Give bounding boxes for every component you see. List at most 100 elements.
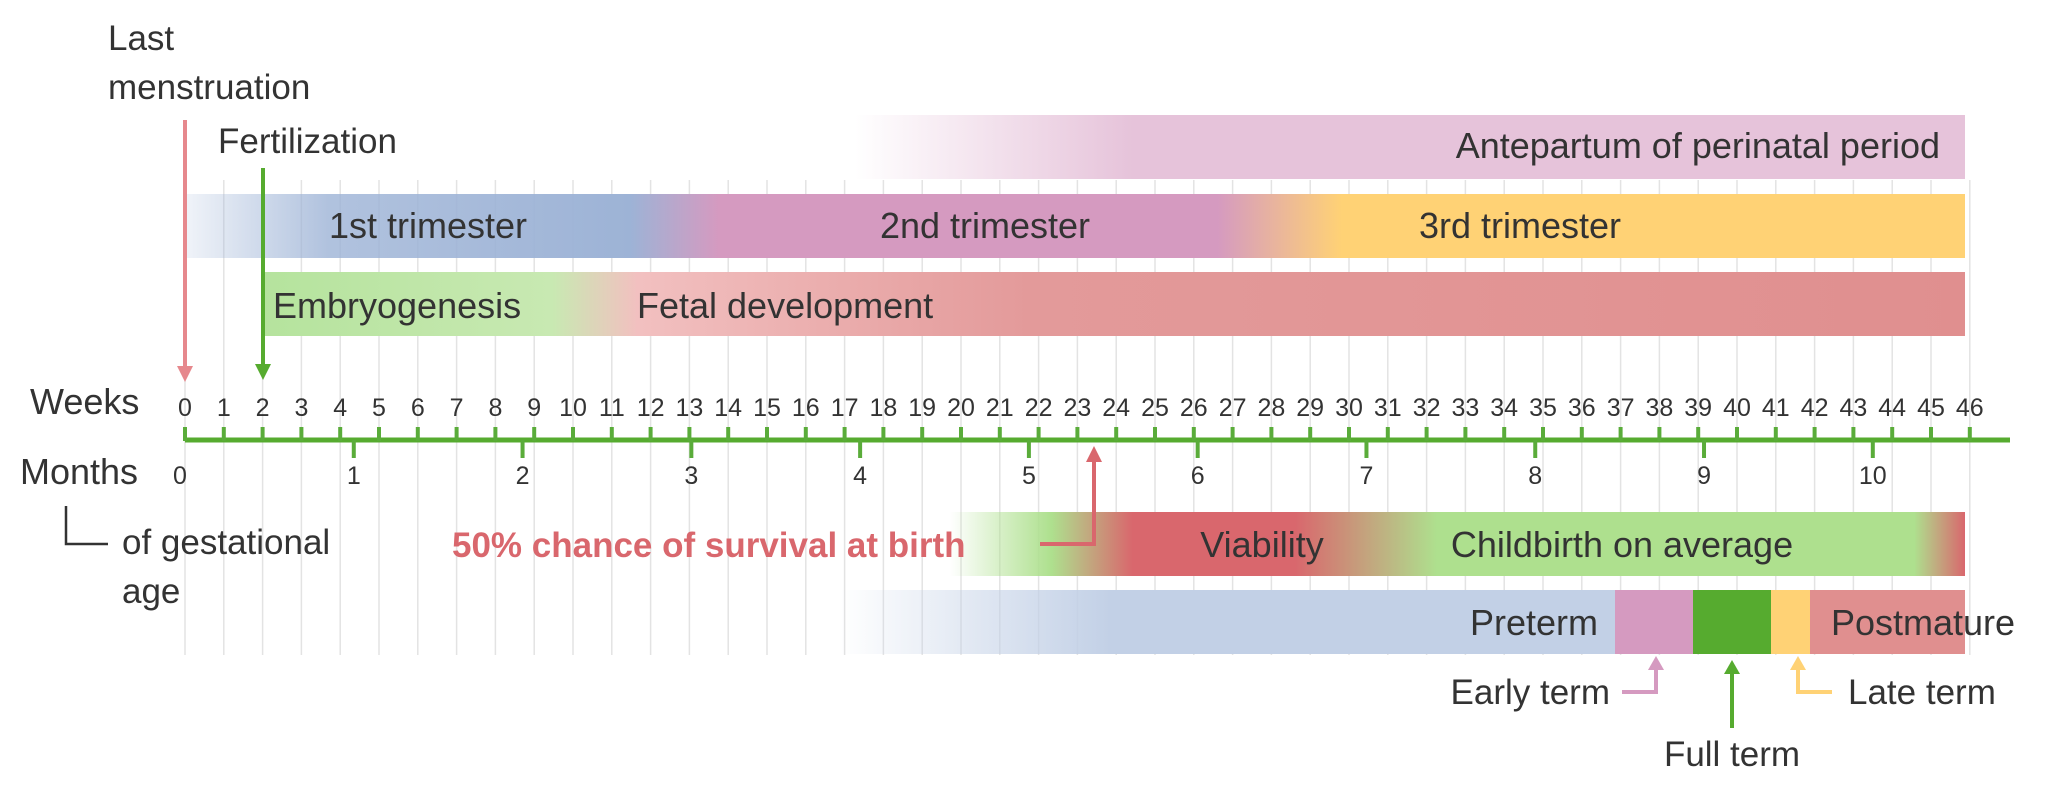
months-axis-label: Months (20, 451, 138, 492)
month-label-3: 3 (684, 462, 698, 490)
week-label-3: 3 (294, 394, 308, 422)
trimester-2-label: 2nd trimester (880, 205, 1090, 246)
week-label-41: 41 (1762, 394, 1790, 422)
fetal-development-label: Fetal development (637, 285, 933, 326)
fertilization-arrow (255, 168, 271, 380)
week-label-4: 4 (333, 394, 347, 422)
month-label-8: 8 (1528, 462, 1542, 490)
week-label-17: 17 (831, 394, 859, 422)
month-tick-labels: 0 1 2 3 4 5 6 7 8 9 10 (173, 462, 1887, 490)
week-label-9: 9 (527, 394, 541, 422)
development-band (263, 272, 1965, 336)
week-label-33: 33 (1451, 394, 1479, 422)
full-term-arrow (1724, 660, 1740, 728)
week-label-30: 30 (1335, 394, 1363, 422)
childbirth-label: Childbirth on average (1451, 524, 1793, 565)
fertilization-label: Fertilization (218, 122, 397, 161)
last-menstruation-arrow (177, 120, 193, 382)
week-label-1: 1 (217, 394, 231, 422)
week-label-26: 26 (1180, 394, 1208, 422)
early-term-label: Early term (1451, 673, 1610, 712)
month-label-9: 9 (1697, 462, 1711, 490)
week-label-11: 11 (599, 394, 625, 422)
week-label-46: 46 (1956, 394, 1984, 422)
month-label-7: 7 (1360, 462, 1374, 490)
week-label-16: 16 (792, 394, 820, 422)
survival-label: 50% chance of survival at birth (452, 526, 966, 565)
early-term-band (1615, 590, 1693, 654)
gestational-label-line1: of gestational (122, 523, 330, 562)
early-term-arrow (1622, 656, 1664, 694)
survival-arrow (1040, 446, 1102, 546)
viability-label: Viability (1200, 524, 1323, 565)
week-label-35: 35 (1529, 394, 1557, 422)
week-label-15: 15 (753, 394, 781, 422)
preterm-label: Preterm (1470, 602, 1598, 643)
month-label-5: 5 (1022, 462, 1036, 490)
week-label-37: 37 (1607, 394, 1635, 422)
trimester-1-label: 1st trimester (329, 205, 527, 246)
late-term-label: Late term (1848, 673, 1996, 712)
week-label-12: 12 (637, 394, 665, 422)
antepartum-band (855, 115, 1965, 179)
week-label-24: 24 (1102, 394, 1130, 422)
week-label-28: 28 (1257, 394, 1285, 422)
week-label-43: 43 (1839, 394, 1867, 422)
week-label-20: 20 (947, 394, 975, 422)
last-menstruation-label-line2: menstruation (108, 68, 310, 107)
last-menstruation-label-line1: Last (108, 19, 174, 58)
week-label-34: 34 (1490, 394, 1518, 422)
week-label-7: 7 (450, 394, 464, 422)
month-label-10: 10 (1859, 462, 1887, 490)
week-label-13: 13 (675, 394, 703, 422)
week-label-10: 10 (559, 394, 587, 422)
week-tick-labels: 0 1 2 3 4 5 6 7 8 9 10 11 12 13 14 15 16 17 18 19 20 21 22 23 24… (178, 394, 1984, 422)
month-label-1: 1 (347, 462, 361, 490)
week-label-31: 31 (1374, 394, 1402, 422)
week-label-0: 0 (178, 394, 192, 422)
week-label-19: 19 (908, 394, 936, 422)
week-label-32: 32 (1413, 394, 1441, 422)
week-label-25: 25 (1141, 394, 1169, 422)
month-label-4: 4 (853, 462, 867, 490)
month-label-2: 2 (516, 462, 530, 490)
week-label-22: 22 (1025, 394, 1053, 422)
week-label-2: 2 (256, 394, 270, 422)
week-ticks (183, 427, 1972, 441)
week-label-39: 39 (1684, 394, 1712, 422)
week-label-21: 21 (986, 394, 1014, 422)
week-label-18: 18 (869, 394, 897, 422)
week-label-40: 40 (1723, 394, 1751, 422)
week-label-38: 38 (1645, 394, 1673, 422)
weeks-axis-label: Weeks (30, 381, 139, 422)
month-ticks (351, 440, 1875, 458)
week-label-23: 23 (1063, 394, 1091, 422)
full-term-band (1693, 590, 1771, 654)
week-label-36: 36 (1568, 394, 1596, 422)
antepartum-label: Antepartum of perinatal period (1456, 125, 1940, 166)
trimester-3-label: 3rd trimester (1419, 205, 1621, 246)
week-label-27: 27 (1219, 394, 1247, 422)
week-label-14: 14 (714, 394, 742, 422)
week-label-45: 45 (1917, 394, 1945, 422)
week-label-29: 29 (1296, 394, 1324, 422)
week-label-6: 6 (411, 394, 425, 422)
embryogenesis-label: Embryogenesis (273, 285, 521, 326)
month-label-0: 0 (173, 462, 187, 490)
trimester-band (185, 194, 1965, 258)
viability-band (950, 512, 1965, 576)
postmature-label: Postmature (1831, 602, 2015, 643)
postmature-band (1810, 590, 1965, 654)
preterm-band (840, 590, 1615, 654)
full-term-label: Full term (1664, 735, 1800, 774)
month-label-6: 6 (1191, 462, 1205, 490)
week-label-44: 44 (1878, 394, 1906, 422)
week-label-42: 42 (1801, 394, 1829, 422)
late-term-band (1771, 590, 1810, 654)
late-term-arrow (1790, 656, 1832, 694)
week-label-8: 8 (488, 394, 502, 422)
gestational-label-line2: age (122, 572, 180, 611)
week-label-5: 5 (372, 394, 386, 422)
gestational-bracket (64, 506, 108, 546)
